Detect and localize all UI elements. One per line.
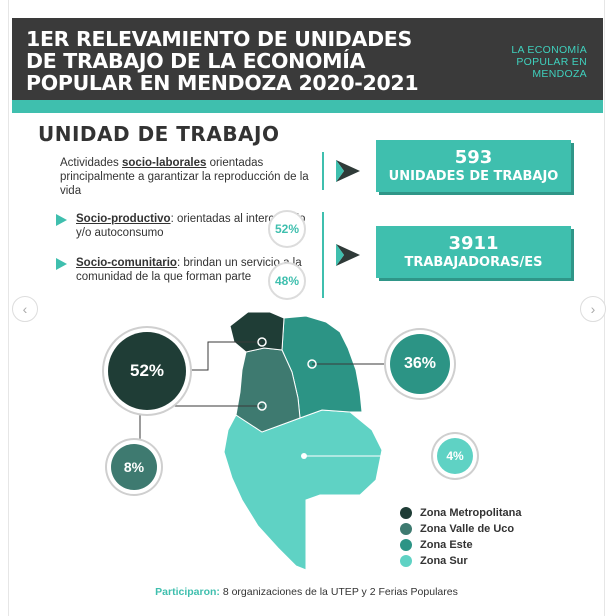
triangle-bullet-icon	[56, 214, 67, 226]
play-arrow-icon	[336, 244, 360, 266]
legend-label: Zona Sur	[420, 555, 468, 567]
description-lead: Actividades	[60, 157, 123, 169]
play-arrow-icon	[336, 160, 360, 182]
legend-item: Zona Este	[400, 537, 521, 553]
percent-socio-comunitario: 48%	[268, 262, 306, 300]
map-zona-sur	[223, 409, 383, 571]
category-socio-comunitario: Socio-comunitario: brindan un servicio a…	[56, 256, 306, 284]
legend-swatch	[400, 507, 412, 519]
legend-swatch	[400, 555, 412, 567]
page-title: 1er relevamiento de unidades de trabajo …	[26, 27, 419, 95]
header-banner: 1er relevamiento de unidades de trabajo …	[12, 18, 603, 100]
description: Actividades socio-laborales orientadas p…	[60, 156, 315, 198]
description-rest: orientadas principalmente a garantizar l…	[60, 157, 309, 197]
map-zona-metropolitana	[229, 311, 285, 353]
footer-participants: Participaron: 8 organizaciones de la UTE…	[0, 586, 613, 598]
footer-lead: Participaron:	[155, 586, 220, 598]
stat-value: 3911	[448, 233, 499, 254]
legend-item: Zona Valle de Uco	[400, 521, 521, 537]
header-accent-bar	[12, 100, 603, 113]
legend-item: Zona Sur	[400, 553, 521, 569]
legend-label: Zona Este	[420, 539, 473, 551]
brand-label: La economía popular en Mendoza	[511, 44, 587, 80]
triangle-bullet-icon	[56, 258, 67, 270]
stat-label: Trabajadoras/es	[404, 255, 543, 270]
bubble-zona-sur: 4%	[437, 438, 473, 474]
bubble-zona-este: 36%	[390, 334, 450, 394]
category-name: Socio-comunitario	[76, 257, 177, 269]
footer-text: 8 organizaciones de la UTEP y 2 Ferias P…	[219, 586, 458, 598]
legend-label: Zona Valle de Uco	[420, 523, 515, 535]
carousel-prev-button[interactable]: ‹	[12, 296, 38, 322]
bubble-zona-metropolitana: 52%	[108, 332, 186, 410]
map-legend: Zona Metropolitana Zona Valle de Uco Zon…	[400, 505, 521, 569]
description-emphasis: socio-laborales	[122, 157, 207, 169]
carousel-next-button[interactable]: ›	[580, 296, 606, 322]
stat-value: 593	[454, 147, 493, 168]
stat-trabajadores: 3911 Trabajadoras/es	[376, 226, 571, 278]
bubble-zona-valle-uco: 8%	[111, 444, 157, 490]
category-text: : brindan un servicio a la comunidad de …	[76, 257, 302, 283]
category-name: Socio-productivo	[76, 213, 171, 225]
legend-item: Zona Metropolitana	[400, 505, 521, 521]
percent-socio-productivo: 52%	[268, 210, 306, 248]
stat-unidades: 593 Unidades de trabajo	[376, 140, 571, 192]
legend-swatch	[400, 523, 412, 535]
divider-line	[322, 212, 324, 298]
divider-line	[322, 152, 324, 190]
section-title: UNIDAD DE TRABAJO	[38, 122, 280, 146]
legend-swatch	[400, 539, 412, 551]
stat-label: Unidades de trabajo	[388, 169, 559, 184]
legend-label: Zona Metropolitana	[420, 507, 522, 519]
